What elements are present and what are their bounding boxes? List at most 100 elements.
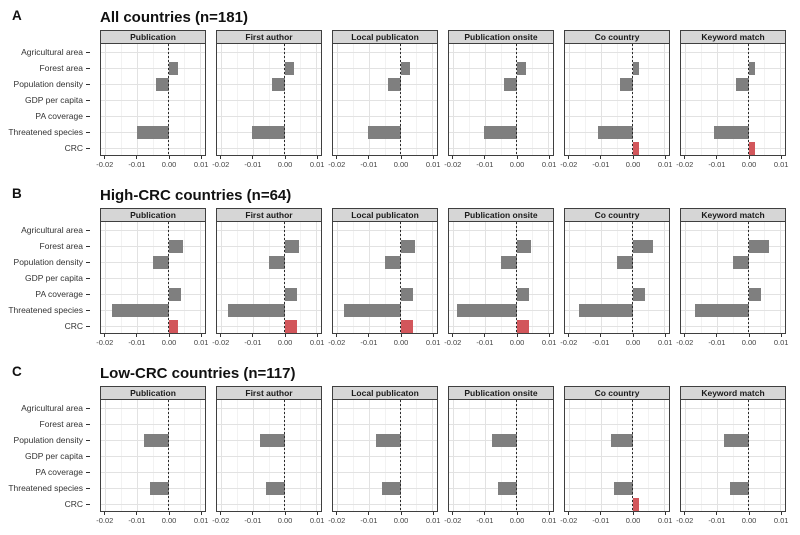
facet-strip: Local publicaton [332,30,438,44]
bar [483,125,517,139]
x-tick-mark [484,156,486,159]
facet-strip: Publication [100,30,206,44]
gridline-horizontal [565,51,669,53]
x-tick-mark [568,512,570,515]
x-tick-mark [400,512,402,515]
category-label-text: Population density [13,257,83,267]
x-tick-label: 0.00 [509,516,525,525]
category-label-text: GDP per capita [25,451,83,461]
x-axis-row: -0.02 -0.01 0.00 0.01 -0.02 -0.01 0.00 0.01 -0.0… [0,512,800,528]
x-tick-mark [168,334,170,337]
gridline-horizontal [217,115,321,117]
gridline-horizontal [681,407,785,409]
bar [156,77,169,91]
gridline-horizontal [333,423,437,425]
gridline-horizontal [449,503,553,505]
x-tick-mark [780,156,782,159]
zero-dashed-line [516,44,518,155]
gridline-horizontal [333,83,437,85]
category-label-text: Forest area [39,63,83,73]
x-tick-label: 0.00 [277,160,293,169]
x-tick-mark [716,512,718,515]
row-title-a: All countries (n=181) [100,9,248,26]
gridline-horizontal [101,245,205,247]
x-tick-mark [568,334,570,337]
x-tick-label: -0.01 [128,160,146,169]
category-label: PA coverage [0,464,90,480]
gridline-horizontal [333,455,437,457]
category-label-text: Forest area [39,241,83,251]
x-tick-label: -0.01 [244,160,262,169]
x-tick-mark [780,334,782,337]
x-tick-label: 0.01 [193,338,209,347]
gridline-horizontal [681,99,785,101]
gridline-horizontal [565,407,669,409]
x-tick-mark [432,156,434,159]
bar [748,239,770,253]
gridline-horizontal [101,51,205,53]
facet-strip: Keyword match [680,208,786,222]
zero-dashed-line [284,222,286,333]
bar [375,433,401,447]
x-tick-mark [748,512,750,515]
x-tick-mark [664,156,666,159]
x-tick-mark [168,156,170,159]
x-axis: -0.02 -0.01 0.00 0.01 [676,156,788,172]
facet-panel [100,400,206,512]
gridline-horizontal [217,325,321,327]
category-label-text: Threatened species [8,305,83,315]
facet-strip: Publication [100,208,206,222]
bar [168,287,182,301]
x-tick-label: 0.01 [193,160,209,169]
y-tick-mark [86,132,90,133]
x-tick-mark [316,512,318,515]
category-label-text: Agricultural area [21,47,83,57]
category-label-text: GDP per capita [25,95,83,105]
x-tick-mark [600,512,602,515]
x-tick-label: -0.02 [212,160,230,169]
x-tick-mark [716,334,718,337]
row-header-c: Low-CRC countries (n=117) [0,356,800,386]
x-tick-mark [168,512,170,515]
gridline-horizontal [217,83,321,85]
x-axis: -0.02 -0.01 0.00 0.01 [560,156,673,172]
bar [272,77,285,91]
category-label-text: Population density [13,79,83,89]
bar [284,287,298,301]
gridline-horizontal [333,407,437,409]
x-tick-label: 0.01 [309,160,325,169]
x-axis: -0.02 -0.01 0.00 0.01 [676,334,788,350]
category-label: PA coverage [0,108,90,124]
x-tick-mark [716,156,718,159]
plot-row: Agricultural area Forest area Population d… [0,222,800,334]
x-tick-mark [432,512,434,515]
x-tick-label: 0.01 [657,160,673,169]
x-tick-mark [336,156,338,159]
bar [149,481,169,495]
facet-panel [448,44,554,156]
category-label-text: Forest area [39,419,83,429]
zero-dashed-line [632,44,634,155]
x-tick-label: 0.01 [541,338,557,347]
gridline-horizontal [101,99,205,101]
x-tick-mark [684,512,686,515]
gridline-horizontal [449,147,553,149]
bar [153,255,169,269]
category-label: Population density [0,432,90,448]
bar [733,255,749,269]
gridline-horizontal [101,67,205,69]
facet-panel [564,44,670,156]
facet-panel [564,222,670,334]
bar [516,287,530,301]
gridline-horizontal [565,83,669,85]
x-tick-label: 0.01 [541,516,557,525]
gridline-horizontal [333,503,437,505]
bar [729,481,749,495]
gridline-horizontal [681,471,785,473]
bar [284,61,295,75]
x-axis: -0.02 -0.01 0.00 0.01 [560,334,672,350]
x-tick-label: -0.02 [560,338,578,347]
gridline-horizontal [101,407,205,409]
zero-dashed-line [400,400,402,511]
y-axis-spacer [0,156,90,172]
